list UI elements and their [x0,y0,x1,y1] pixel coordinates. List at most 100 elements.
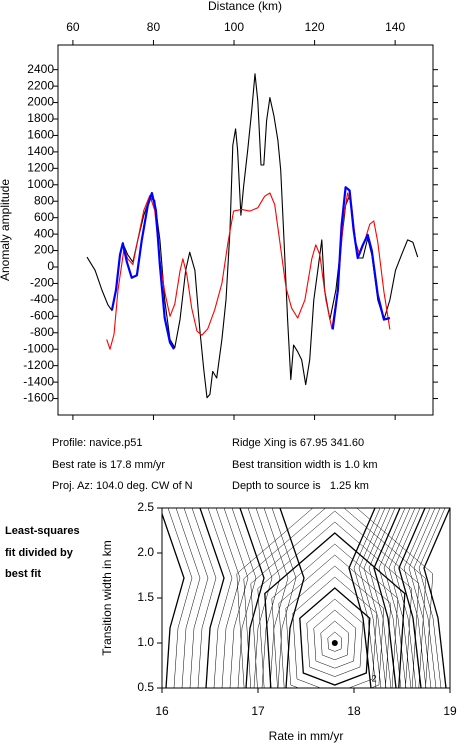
y-tick-label: 1800 [27,111,54,125]
contour-line [199,508,225,688]
contour-line [236,508,434,688]
contour-line [388,508,416,688]
contour-line [408,508,436,688]
y-tick-label: 0.5 [137,680,154,694]
y-tick-label: -400 [30,292,54,306]
y-tick-label: -1600 [23,391,54,405]
contour-line [320,620,350,661]
contour-label: 2 [372,673,377,683]
contour-line [383,508,411,688]
side-note: best fit [5,568,41,580]
contour-line [398,508,426,688]
info-text: Proj. Az: 104.0 deg. CW of N [52,480,193,492]
side-note: Least-squares [5,525,80,537]
contour-line [279,508,305,688]
contour-line [243,508,427,688]
x-axis-label: Distance (km) [208,0,282,13]
contour-line [348,508,376,688]
contour-line [403,508,431,688]
y-tick-label: 1.5 [137,590,154,604]
contour-line [247,508,273,688]
contour-line [223,508,249,688]
contour-line [278,554,392,688]
contour-line [327,631,343,652]
contour-line [393,508,421,688]
contour-line [191,508,217,688]
y-tick-label: 1400 [27,144,54,158]
x-tick-label: 19 [443,704,457,718]
series-line [110,191,175,350]
x-axis-label: Rate in mm/yr [269,729,344,743]
contour-line [285,565,385,688]
contour-line [215,508,241,688]
y-tick-label: 400 [34,226,54,240]
contour-line [313,609,357,669]
y-tick-label: 1.0 [137,635,154,649]
series-line [331,186,391,330]
x-tick-label: 80 [147,20,161,34]
y-tick-label: 800 [34,193,54,207]
y-tick-label: 1000 [27,177,54,191]
series-group [86,73,419,399]
x-tick-label: 140 [385,20,405,34]
y-tick-label: 600 [34,210,54,224]
series-line [106,192,391,350]
info-text: Depth to source is 1.25 km [232,480,369,492]
contour-lines [162,508,450,688]
y-tick-label: -800 [30,325,54,339]
contour-line [368,508,396,688]
contour-line [207,508,233,688]
side-note: fit divided by [5,547,74,559]
contour-line [167,508,193,688]
info-text: Best transition width is 1.0 km [232,459,378,471]
x-tick-label: 120 [305,20,325,34]
y-tick-label: -600 [30,309,54,323]
contour-line [271,508,297,688]
x-tick-label: 16 [155,704,169,718]
y-tick-label: 2.0 [137,545,154,559]
y-axis-label: Transition width in km [100,540,114,656]
info-text: Ridge Xing is 67.95 341.60 [232,437,364,449]
best-fit-point [331,640,338,646]
contour-line [373,508,401,688]
contour-line [250,510,420,688]
plot-frame [57,44,434,416]
contour-line [363,508,391,688]
y-tick-label: -1400 [23,374,54,388]
contour-line [271,543,399,688]
y-tick-label: 0 [47,259,54,273]
contour-line [264,532,406,688]
y-tick-label: 1200 [27,161,54,175]
contour-line [423,508,450,688]
y-tick-label: -200 [30,276,54,290]
contour-line [353,508,381,688]
x-tick-label: 18 [347,704,361,718]
y-tick-label: 2.5 [137,500,154,514]
contour-line [162,511,185,688]
y-tick-label: 2400 [27,62,54,76]
contour-line [257,521,413,688]
contour-line [255,508,281,688]
y-tick-label: 200 [34,243,54,257]
y-tick-label: -1000 [23,341,54,355]
contour-line [175,508,201,688]
y-tick-label: -1200 [23,358,54,372]
x-tick-label: 100 [224,20,244,34]
contour-line [183,508,209,688]
y-tick-label: 1600 [27,128,54,142]
contour-line [231,508,257,688]
contour-line [378,508,406,688]
contour-line [358,508,386,688]
contour-line [263,508,289,688]
y-axis-label: Anomaly amplitude [0,179,12,281]
y-tick-label: 2200 [27,78,54,92]
x-tick-label: 60 [66,20,80,34]
info-text: Profile: navice.p51 [52,437,143,449]
contour-line [306,598,364,677]
contour-line [413,508,441,688]
contour-line [239,508,265,688]
contour-line [292,576,378,688]
contour-line [299,587,371,686]
y-tick-label: 2000 [27,95,54,109]
